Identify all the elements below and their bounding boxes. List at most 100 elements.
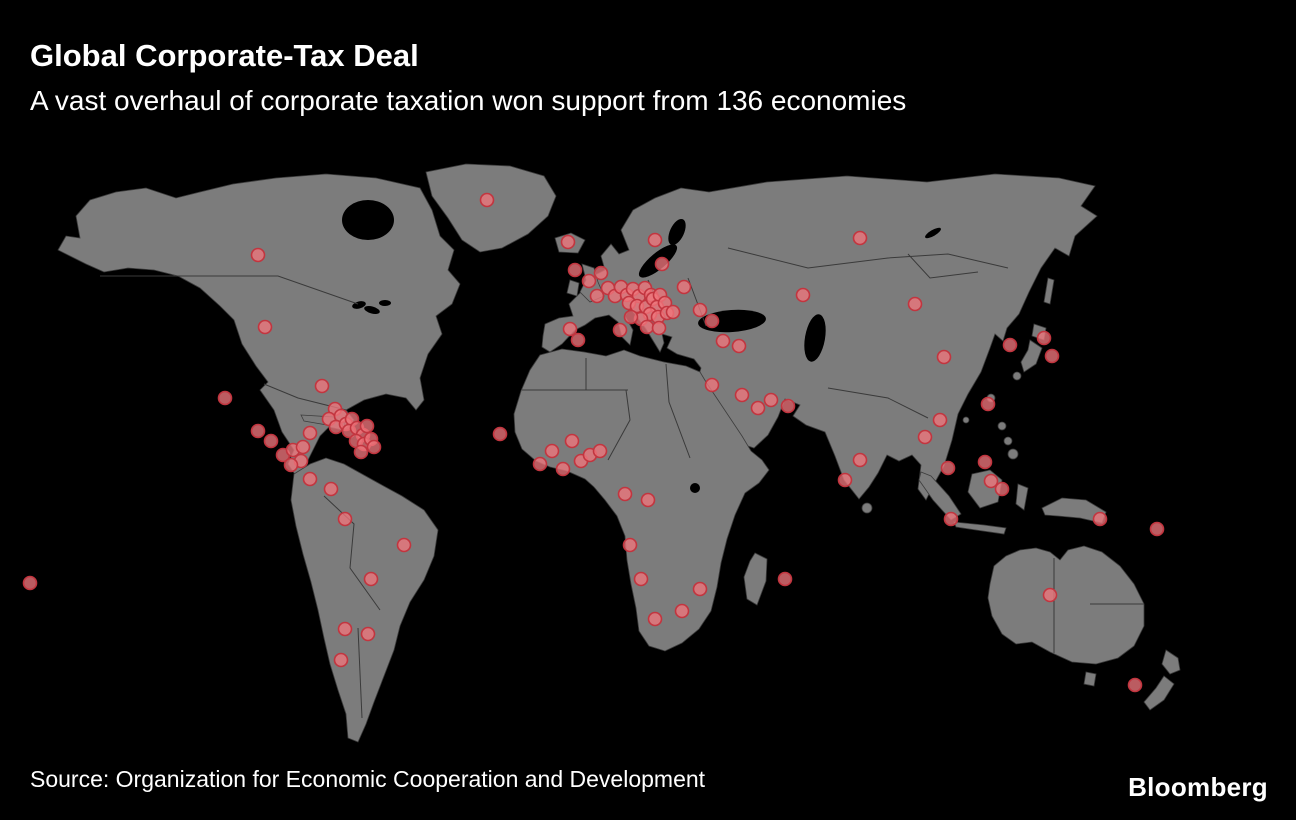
landmass-greenland — [425, 163, 557, 253]
economy-dot — [353, 444, 369, 460]
economy-dot — [1092, 511, 1108, 527]
economy-dot — [567, 262, 583, 278]
border-russia-south — [727, 247, 1009, 269]
economy-dot — [250, 423, 266, 439]
border-mongolia — [907, 253, 979, 279]
caspian-sea — [804, 314, 826, 362]
economy-dot — [640, 492, 656, 508]
economy-dot — [780, 398, 796, 414]
economy-dot — [359, 418, 375, 434]
economy-dot — [1044, 348, 1060, 364]
economy-dot — [917, 429, 933, 445]
economy-dot — [593, 265, 609, 281]
economy-dot — [983, 473, 999, 489]
economy-dot — [734, 387, 750, 403]
landmass-sri-lanka — [861, 502, 873, 514]
chart-title: Global Corporate-Tax Deal — [30, 38, 419, 73]
economy-dot — [932, 412, 948, 428]
great-lake-3 — [379, 300, 391, 306]
economy-dot — [363, 571, 379, 587]
economy-dot — [263, 433, 279, 449]
gulf-of-bothnia — [668, 218, 686, 246]
lake-baikal — [925, 227, 941, 239]
economy-dot — [283, 457, 299, 473]
landmass-philippines-3 — [1007, 448, 1019, 460]
border-central-africa — [607, 389, 631, 461]
economy-dot — [589, 288, 605, 304]
land-layer — [57, 163, 1181, 743]
economy-dot — [396, 537, 412, 553]
economy-dot — [1002, 337, 1018, 353]
economy-dot — [763, 392, 779, 408]
great-lake-2 — [364, 306, 380, 314]
economy-dot — [692, 581, 708, 597]
landmass-south-america — [290, 457, 439, 743]
chart-subtitle: A vast overhaul of corporate taxation wo… — [30, 84, 907, 116]
border-chile-argentina — [357, 627, 363, 719]
economy-dot — [1036, 330, 1052, 346]
economy-dot — [704, 313, 720, 329]
economy-dot — [333, 652, 349, 668]
landmass-new-zealand-south — [1143, 675, 1175, 711]
economy-dot — [366, 439, 382, 455]
economy-dot — [562, 321, 578, 337]
economy-dot — [750, 400, 766, 416]
landmass-java — [953, 521, 1007, 535]
chart-header: Global Corporate-Tax Deal A vast overhau… — [30, 38, 906, 117]
economy-dot — [492, 426, 508, 442]
economy-dot — [1042, 587, 1058, 603]
economy-dot — [647, 611, 663, 627]
economy-dot — [295, 439, 311, 455]
border-brazil — [323, 495, 381, 611]
landmass-philippines-1 — [997, 421, 1007, 431]
economy-dot — [612, 322, 628, 338]
economy-dot — [674, 603, 690, 619]
source-note: Source: Organization for Economic Cooper… — [30, 766, 706, 792]
economy-dot — [544, 443, 560, 459]
border-india-china — [827, 387, 929, 419]
landmass-kyushu — [1012, 371, 1022, 381]
economy-dot — [980, 396, 996, 412]
landmass-ireland — [566, 279, 580, 297]
economy-dot — [302, 425, 318, 441]
economy-dot — [302, 471, 318, 487]
economy-dot — [622, 537, 638, 553]
economy-dot — [977, 454, 993, 470]
economy-dot — [665, 304, 681, 320]
economy-dot — [651, 320, 667, 336]
economy-dot — [692, 302, 708, 318]
economy-dot — [676, 279, 692, 295]
economy-dot — [731, 338, 747, 354]
economy-dot — [337, 621, 353, 637]
economy-dot — [633, 571, 649, 587]
economy-dot — [617, 486, 633, 502]
landmass-hainan — [962, 416, 970, 424]
economy-dot — [217, 390, 233, 406]
economy-dot — [623, 309, 639, 325]
economy-dot — [795, 287, 811, 303]
economy-dot — [639, 319, 655, 335]
economy-dot — [852, 230, 868, 246]
economy-dot — [1149, 521, 1165, 537]
economy-dot — [564, 433, 580, 449]
economy-dot — [560, 234, 576, 250]
landmass-sulawesi — [1015, 483, 1029, 511]
economy-dot — [837, 472, 853, 488]
economy-dot — [777, 571, 793, 587]
economy-dot — [943, 511, 959, 527]
economy-dot — [940, 460, 956, 476]
landmass-new-zealand-north — [1161, 649, 1181, 675]
economy-dot — [852, 452, 868, 468]
economy-dot — [250, 247, 266, 263]
economy-dot — [715, 333, 731, 349]
economy-dot — [257, 319, 273, 335]
border-us-canada — [100, 275, 359, 305]
landmass-tasmania — [1083, 671, 1097, 687]
economy-dot — [532, 456, 548, 472]
landmass-philippines-2 — [1003, 436, 1013, 446]
economy-dot — [592, 443, 608, 459]
landmass-australia — [987, 545, 1145, 665]
economy-dot — [479, 192, 495, 208]
economy-dot — [994, 481, 1010, 497]
